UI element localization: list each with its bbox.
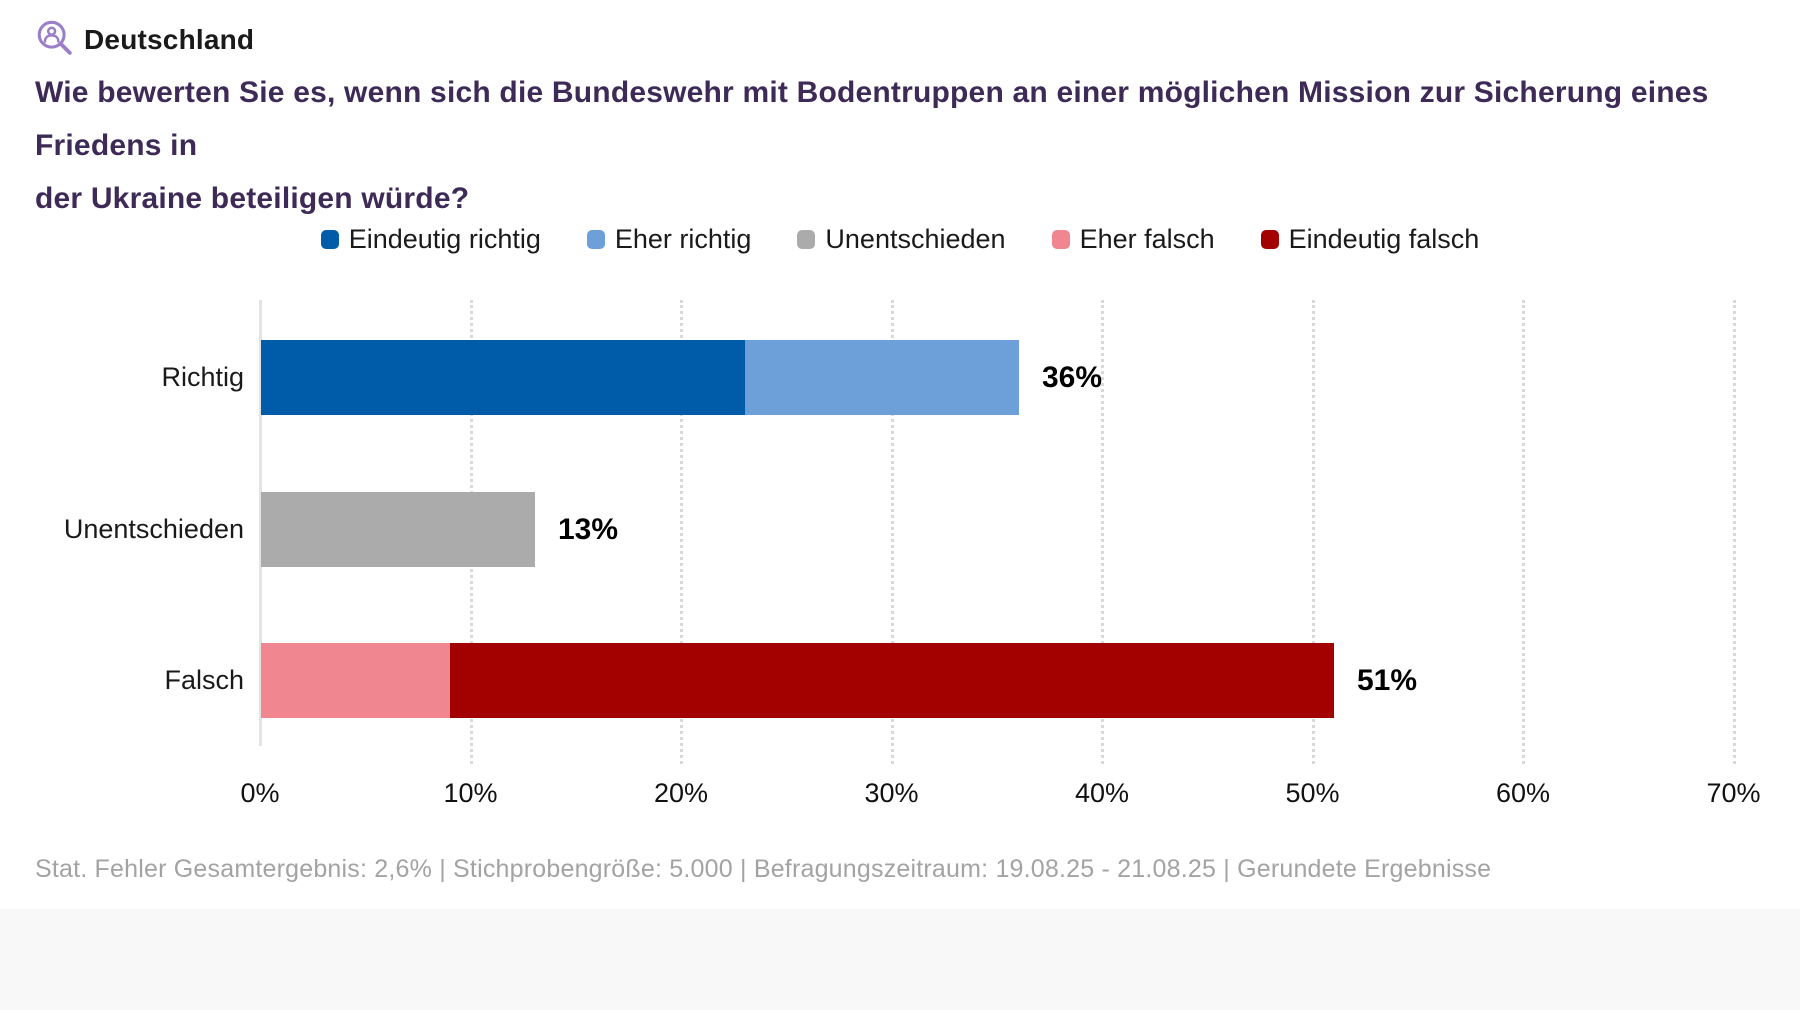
legend-item-eindeutig-falsch: Eindeutig falsch (1260, 224, 1480, 255)
legend-swatch (797, 230, 816, 249)
value-label-unentschieden: 13% (558, 513, 619, 546)
y-axis-line (259, 300, 262, 746)
legend-item-eher-falsch: Eher falsch (1051, 224, 1215, 255)
x-tick-label-0%: 0% (240, 778, 280, 808)
legend-item-unentschieden: Unentschieden (797, 224, 1006, 255)
x-tick-label-30%: 30% (864, 778, 919, 808)
legend-label: Eher falsch (1079, 224, 1215, 254)
legend-label: Unentschieden (825, 224, 1006, 254)
gridline-50% (1311, 300, 1315, 764)
x-tick-label-40%: 40% (1074, 778, 1130, 808)
bar-segment-eindeutig-falsch (450, 643, 1334, 718)
gridline-70% (1732, 300, 1736, 764)
legend-label: Eindeutig falsch (1288, 224, 1480, 254)
x-tick-label-60%: 60% (1495, 778, 1551, 808)
x-tick-label-20%: 20% (653, 778, 709, 808)
category-label-falsch: Falsch (164, 665, 244, 695)
value-label-falsch: 51% (1357, 664, 1418, 697)
gridline-20% (680, 300, 683, 764)
chart-legend: Eindeutig richtig Eher richtig Unentschied… (0, 224, 1800, 255)
bar-segment-unentschieden (261, 492, 535, 567)
question-title-line2: der Ukraine beteiligen würde? (35, 182, 470, 215)
bar-segment-eindeutig-richtig (261, 340, 745, 415)
question-title: Wie bewerten Sie es, wenn sich die Bunde… (35, 66, 1775, 225)
legend-swatch (1260, 230, 1279, 249)
x-tick-label-10%: 10% (443, 778, 498, 808)
gridline-30% (890, 300, 894, 764)
bar-richtig (261, 340, 1019, 415)
value-label-richtig: 36% (1042, 361, 1103, 394)
gridline-60% (1522, 300, 1525, 764)
category-label-richtig: Richtig (161, 362, 244, 392)
question-title-line1: Wie bewerten Sie es, wenn sich die Bunde… (35, 76, 1709, 162)
legend-label: Eindeutig richtig (348, 224, 541, 254)
legend-swatch (586, 230, 605, 249)
bar-falsch (261, 643, 1334, 718)
methodology-footnote: Stat. Fehler Gesamtergebnis: 2,6% | Stic… (35, 855, 1492, 883)
legend-swatch (1051, 230, 1070, 249)
legend-item-eindeutig-richtig: Eindeutig richtig (320, 224, 541, 255)
legend-item-eher-richtig: Eher richtig (586, 224, 752, 255)
x-tick-label-70%: 70% (1706, 778, 1761, 808)
gridline-40% (1101, 300, 1104, 764)
bar-unentschieden (261, 492, 535, 567)
bar-segment-eher-richtig (745, 340, 1019, 415)
person-magnifier-icon (37, 20, 72, 55)
bar-segment-eher-falsch (261, 643, 450, 718)
x-tick-label-50%: 50% (1285, 778, 1340, 808)
legend-label: Eher richtig (614, 224, 752, 254)
category-label-unentschieden: Unentschieden (63, 514, 244, 544)
legend-swatch (320, 230, 339, 249)
footer-band: Civey (0, 909, 1800, 1010)
region-label: Deutschland (84, 24, 255, 55)
